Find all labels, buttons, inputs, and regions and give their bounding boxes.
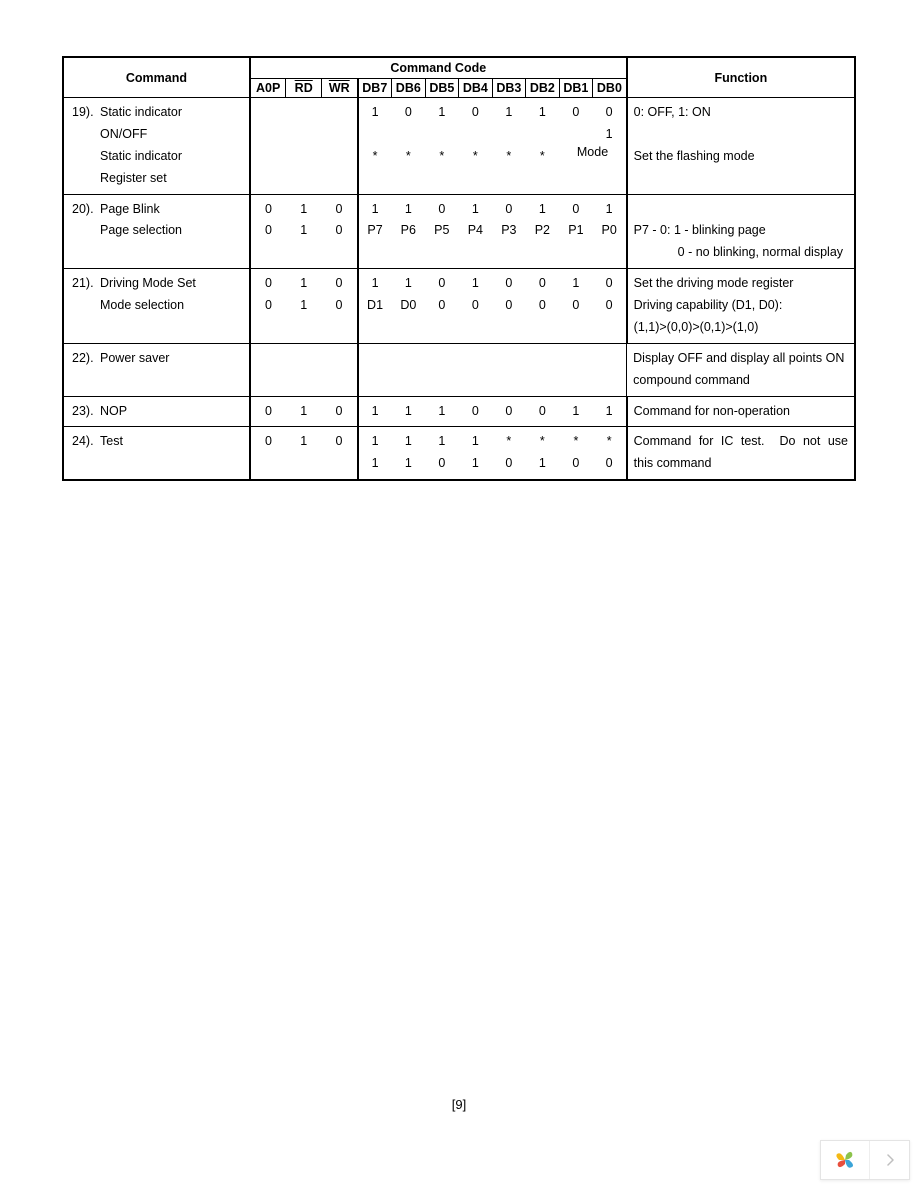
page-number: [9] [0, 1097, 918, 1112]
header-function: Function [627, 57, 855, 98]
cc-20-rd: 11 [286, 194, 322, 269]
chevron-right-icon[interactable] [870, 1154, 909, 1166]
header-db5: DB5 [425, 79, 459, 98]
func-20: P7 - 0: 1 - blinking page 0 - no blinkin… [627, 194, 855, 269]
cc-19-db5: 1* [425, 98, 459, 195]
row-23: 23).NOP 0 1 0 1 1 1 0 0 0 1 1 Command fo… [63, 396, 855, 427]
cc-19-wr [321, 98, 357, 195]
func-24: Command for IC test. Do not use this com… [627, 427, 855, 480]
cc-20-db3: 0P3 [492, 194, 526, 269]
cc-19-db2: 1* [526, 98, 560, 195]
cc-19-rd [286, 98, 322, 195]
cc-19-db3: 1* [492, 98, 526, 195]
document-page: Command Command Code Function A0P RD WR … [0, 0, 918, 481]
flower-logo-icon [821, 1141, 870, 1179]
mode-label: Mode [559, 145, 626, 159]
cc-20-db2: 1P2 [526, 194, 560, 269]
cc-21-db0: 00 [593, 269, 627, 344]
cc-20-db5: 0P5 [425, 194, 459, 269]
row-20: 20).Page Blink Page selection 00 11 00 1… [63, 194, 855, 269]
cc-21-db5: 00 [425, 269, 459, 344]
cc-20-db7: 1P7 [358, 194, 392, 269]
row-22: 22).Power saver Display OFF and display … [63, 343, 855, 396]
cc-19-a0p [250, 98, 286, 195]
header-a0p: A0P [250, 79, 286, 98]
cc-19-db6: 0* [392, 98, 426, 195]
cc-21-a0p: 00 [250, 269, 286, 344]
cc-21-wr: 00 [321, 269, 357, 344]
func-19: 0: OFF, 1: ON Set the flashing mode [627, 98, 855, 195]
header-command: Command [63, 57, 250, 98]
cmd-22: 22).Power saver [63, 343, 250, 396]
cc-21-db4: 10 [459, 269, 493, 344]
header-db3: DB3 [492, 79, 526, 98]
header-db2: DB2 [526, 79, 560, 98]
cmd-23: 23).NOP [63, 396, 250, 427]
row-19: 19).Static indicator ON/OFF Static indic… [63, 98, 855, 195]
header-db0: DB0 [593, 79, 627, 98]
floating-widget[interactable] [820, 1140, 910, 1180]
cc-21-db7: 1D1 [358, 269, 392, 344]
cc-21-db3: 00 [492, 269, 526, 344]
cc-20-wr: 00 [321, 194, 357, 269]
func-22: Display OFF and display all points ON co… [627, 343, 855, 396]
header-wr: WR [321, 79, 357, 98]
header-command-code: Command Code [250, 57, 627, 79]
row-21: 21).Driving Mode Set Mode selection 00 1… [63, 269, 855, 344]
cc-19-db4: 0* [459, 98, 493, 195]
cc-20-db1: 0P1 [559, 194, 593, 269]
header-db1: DB1 [559, 79, 593, 98]
header-rd: RD [286, 79, 322, 98]
cmd-21: 21).Driving Mode Set Mode selection [63, 269, 250, 344]
cc-20-a0p: 00 [250, 194, 286, 269]
cc-20-db4: 1P4 [459, 194, 493, 269]
header-row-1: Command Command Code Function [63, 57, 855, 79]
func-23: Command for non-operation [627, 396, 855, 427]
cc-21-db2: 00 [526, 269, 560, 344]
cc-20-db6: 1P6 [392, 194, 426, 269]
row-24: 24).Test 0 1 0 11 11 10 11 *0 *1 *0 *0 C… [63, 427, 855, 480]
cmd-19: 19).Static indicator ON/OFF Static indic… [63, 98, 250, 195]
cc-21-db1: 10 [559, 269, 593, 344]
command-table: Command Command Code Function A0P RD WR … [62, 56, 856, 481]
cc-19-db7: 1* [358, 98, 392, 195]
header-db7: DB7 [358, 79, 392, 98]
cc-21-db6: 1D0 [392, 269, 426, 344]
cmd-24: 24).Test [63, 427, 250, 480]
cc-21-rd: 11 [286, 269, 322, 344]
func-21: Set the driving mode register Driving ca… [627, 269, 855, 344]
cmd-20: 20).Page Blink Page selection [63, 194, 250, 269]
header-db6: DB6 [392, 79, 426, 98]
cc-20-db0: 1P0 [593, 194, 627, 269]
header-db4: DB4 [459, 79, 493, 98]
